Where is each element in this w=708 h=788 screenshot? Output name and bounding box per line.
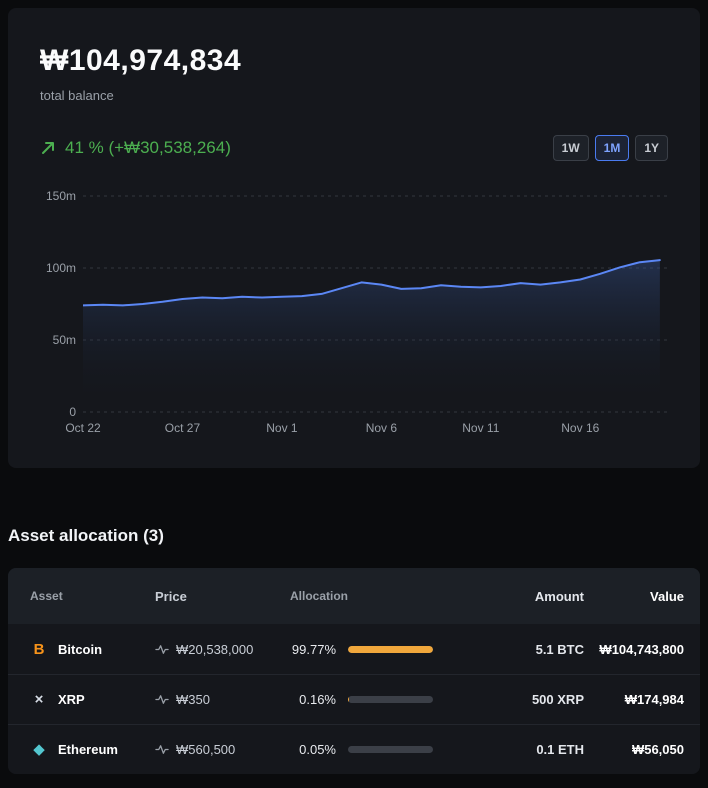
asset-amount: 5.1 BTC [485, 642, 584, 657]
x-axis-tick: Nov 6 [366, 421, 397, 435]
bitcoin-icon: B [30, 642, 48, 657]
balance-card: ₩104,974,834 total balance 41 % (+₩30,53… [8, 8, 700, 468]
balance-change: 41 % (+₩30,538,264) [40, 138, 231, 158]
allocation-bar [348, 646, 433, 653]
total-balance-label: total balance [40, 88, 668, 103]
xrp-icon: × [30, 692, 48, 707]
sparkline-icon [155, 643, 169, 656]
chart-canvas[interactable] [83, 195, 668, 413]
ethereum-icon: ◆ [30, 742, 48, 757]
asset-name: Ethereum [58, 742, 118, 757]
y-axis-tick: 50m [53, 333, 76, 347]
y-axis-tick: 150m [46, 189, 76, 203]
asset-amount: 500 XRP [485, 692, 584, 707]
table-row-ethereum[interactable]: ◆ Ethereum ₩560,500 0.05% 0.1 ETH ₩56,05… [8, 724, 700, 774]
trend-up-icon [40, 140, 56, 156]
sparkline-icon [155, 743, 169, 756]
range-button-1m[interactable]: 1M [595, 135, 630, 161]
asset-name: Bitcoin [58, 642, 102, 657]
balance-change-text: 41 % (+₩30,538,264) [65, 138, 231, 158]
asset-value: ₩56,050 [584, 742, 684, 757]
column-header-value: Value [584, 589, 684, 604]
sparkline-icon [155, 693, 169, 706]
asset-value: ₩174,984 [584, 692, 684, 707]
x-axis-tick: Nov 16 [561, 421, 599, 435]
column-header-price: Price [155, 589, 290, 604]
total-balance: ₩104,974,834 [40, 44, 668, 78]
table-row-xrp[interactable]: × XRP ₩350 0.16% 500 XRP ₩174,984 [8, 674, 700, 724]
asset-price: ₩350 [176, 692, 210, 707]
asset-price: ₩20,538,000 [176, 642, 253, 657]
allocation-percent: 0.16% [290, 692, 336, 707]
range-button-1w[interactable]: 1W [553, 135, 589, 161]
allocation-bar [348, 696, 433, 703]
x-axis-tick: Oct 27 [165, 421, 200, 435]
allocation-bar-fill [348, 646, 433, 653]
asset-price: ₩560,500 [176, 742, 235, 757]
column-header-asset: Asset [30, 589, 155, 603]
column-header-allocation: Allocation [290, 589, 485, 603]
x-axis-tick: Nov 11 [462, 421, 499, 435]
asset-amount: 0.1 ETH [485, 742, 584, 757]
x-axis-tick: Nov 1 [266, 421, 297, 435]
range-button-1y[interactable]: 1Y [635, 135, 668, 161]
asset-value: ₩104,743,800 [584, 642, 684, 657]
allocation-percent: 0.05% [290, 742, 336, 757]
allocation-percent: 99.77% [290, 642, 336, 657]
column-header-amount: Amount [485, 589, 584, 604]
table-row-bitcoin[interactable]: B Bitcoin ₩20,538,000 99.77% 5.1 BTC ₩10… [8, 624, 700, 674]
x-axis-tick: Oct 22 [65, 421, 100, 435]
allocation-title: Asset allocation (3) [8, 526, 700, 546]
allocation-bar [348, 746, 433, 753]
asset-name: XRP [58, 692, 85, 707]
y-axis-tick: 0 [69, 405, 76, 419]
table-body: B Bitcoin ₩20,538,000 99.77% 5.1 BTC ₩10… [8, 624, 700, 774]
y-axis-tick: 100m [46, 261, 76, 275]
